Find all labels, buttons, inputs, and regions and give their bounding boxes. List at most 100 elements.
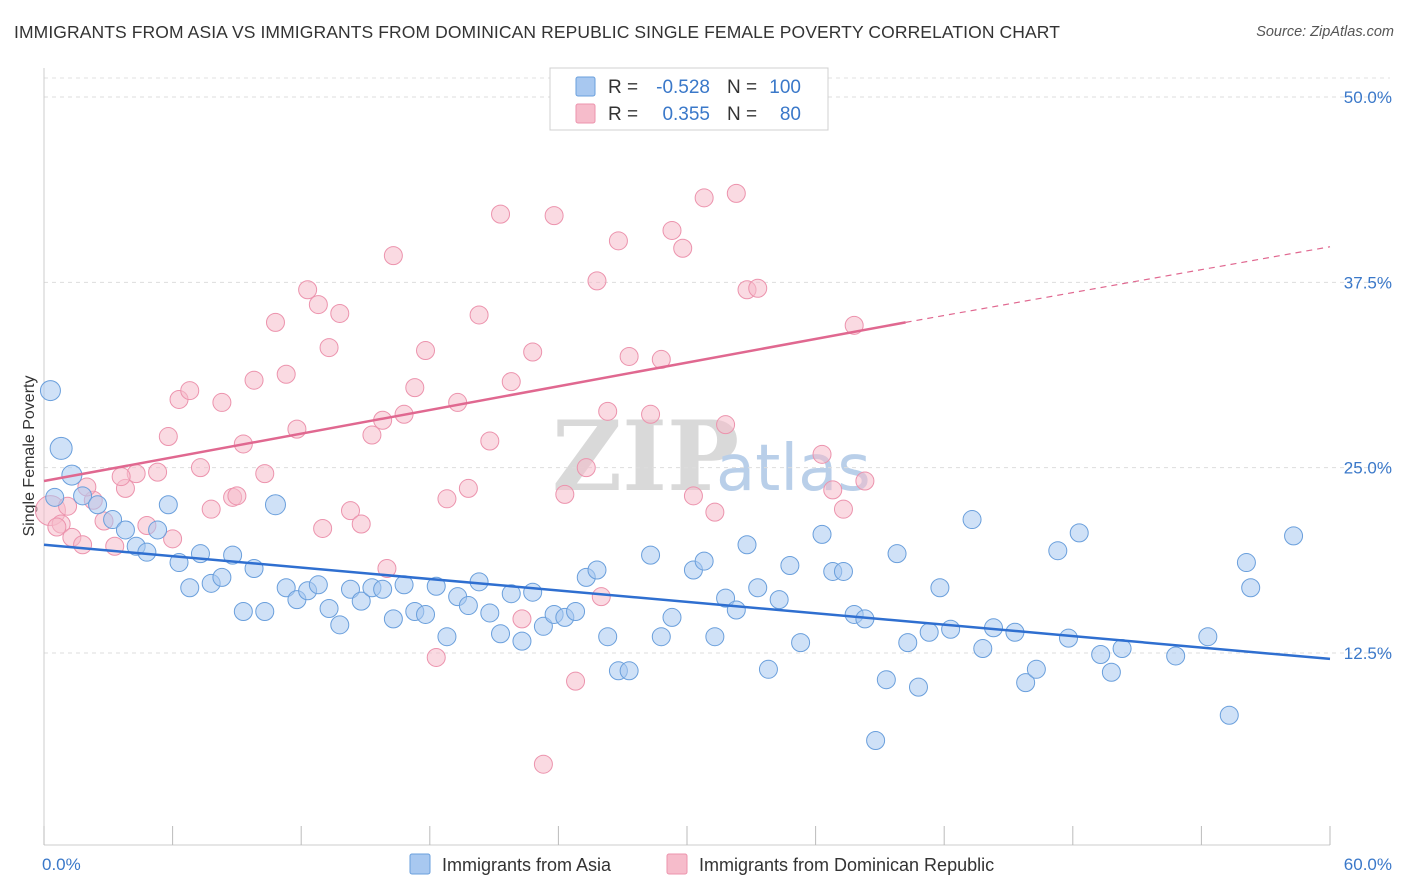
data-point-asia	[887, 544, 907, 564]
data-point-dr	[591, 587, 611, 607]
data-point-dr	[190, 458, 210, 478]
data-point-dr	[855, 471, 875, 491]
data-point-dr	[694, 188, 714, 208]
data-point-asia	[1048, 541, 1068, 561]
chart-title: IMMIGRANTS FROM ASIA VS IMMIGRANTS FROM …	[14, 22, 1061, 42]
data-point-asia	[276, 578, 296, 598]
data-point-asia	[491, 624, 511, 644]
data-point-asia	[233, 601, 253, 621]
data-point-dr	[313, 518, 333, 538]
data-point-dr	[501, 372, 521, 392]
data-point-dr	[673, 238, 693, 258]
data-point-asia	[319, 599, 339, 619]
data-point-asia	[866, 730, 886, 750]
x-ticks	[43, 826, 1331, 845]
data-point-asia	[705, 627, 725, 647]
data-point-dr	[111, 467, 131, 487]
data-point-dr	[833, 499, 853, 519]
series-dominican-republic-points	[34, 183, 875, 774]
legend-r-value-asia: -0.528	[656, 77, 710, 98]
data-point-dr	[469, 305, 489, 325]
data-point-asia	[1284, 526, 1304, 546]
data-point-dr	[726, 183, 746, 203]
data-point-asia	[501, 584, 521, 604]
data-point-dr	[73, 535, 93, 555]
y-tick-label: 25.0%	[1344, 459, 1392, 478]
data-point-dr	[362, 425, 382, 445]
data-point-asia	[383, 609, 403, 629]
data-point-asia	[1091, 644, 1111, 664]
data-point-asia	[158, 495, 178, 515]
data-point-dr	[244, 370, 264, 390]
data-point-asia	[1026, 659, 1046, 679]
data-point-asia	[148, 520, 168, 540]
data-point-asia	[930, 578, 950, 598]
data-point-dr	[812, 444, 832, 464]
data-point-asia	[533, 616, 553, 636]
data-point-dr	[491, 204, 511, 224]
legend-box	[549, 67, 829, 131]
data-point-asia	[566, 601, 586, 621]
data-point-dr	[683, 486, 703, 506]
data-point-dr	[480, 431, 500, 451]
data-point-dr	[330, 303, 350, 323]
data-point-dr	[748, 278, 768, 298]
legend-n-label-dr: N =	[727, 104, 757, 125]
data-point-dr	[201, 499, 221, 519]
x-tick-label-min: 0.0%	[42, 855, 81, 874]
legend-swatch-dr	[575, 103, 596, 124]
data-point-dr	[598, 401, 618, 421]
watermark-atlas-text: atlas	[716, 432, 871, 506]
bottom-legend-swatch-dr	[666, 853, 688, 875]
data-point-asia	[1101, 662, 1121, 682]
x-tick-label-max: 60.0%	[1344, 855, 1392, 874]
data-point-asia	[512, 631, 532, 651]
data-point-asia	[39, 380, 61, 402]
data-point-asia	[748, 578, 768, 598]
data-point-asia	[758, 659, 778, 679]
legend-r-label-dr: R =	[608, 104, 638, 125]
data-point-dr	[416, 341, 436, 361]
data-point-asia	[941, 619, 961, 639]
data-point-asia	[426, 576, 446, 596]
data-point-asia	[898, 633, 918, 653]
data-point-dr	[641, 404, 661, 424]
data-point-asia	[180, 578, 200, 598]
legend-r-label-asia: R =	[608, 77, 638, 98]
data-point-dr	[544, 206, 564, 226]
data-point-asia	[962, 510, 982, 530]
data-point-asia	[791, 633, 811, 653]
data-point-asia	[523, 582, 543, 602]
data-point-asia	[49, 436, 73, 460]
data-point-dr	[566, 671, 586, 691]
y-tick-labels: 12.5% 25.0% 37.5% 50.0%	[1344, 88, 1392, 663]
data-point-asia	[1198, 627, 1218, 647]
data-point-asia	[340, 579, 360, 599]
legend-swatch-asia	[575, 76, 596, 97]
data-point-asia	[694, 551, 714, 571]
data-point-asia	[919, 622, 939, 642]
data-point-dr	[555, 484, 575, 504]
data-point-asia	[88, 495, 108, 515]
data-point-dr	[180, 381, 200, 401]
data-point-dr	[148, 462, 168, 482]
data-point-dr	[276, 364, 296, 384]
data-point-dr	[47, 517, 67, 537]
data-point-asia	[973, 639, 993, 659]
data-point-dr	[383, 246, 403, 266]
data-point-asia	[1059, 628, 1079, 648]
data-point-dr	[298, 280, 318, 300]
data-point-asia	[255, 601, 275, 621]
y-tick-label: 37.5%	[1344, 273, 1392, 292]
data-point-asia	[812, 524, 832, 544]
y-axis-label: Single Female Poverty	[21, 376, 38, 537]
data-point-dr	[576, 458, 596, 478]
data-point-dr	[426, 647, 446, 667]
data-point-dr	[351, 514, 371, 534]
data-point-asia	[1016, 673, 1036, 693]
data-point-asia	[876, 670, 896, 690]
legend-n-value-asia: 100	[769, 77, 801, 98]
data-point-dr	[662, 220, 682, 240]
data-point-dr	[319, 338, 339, 358]
